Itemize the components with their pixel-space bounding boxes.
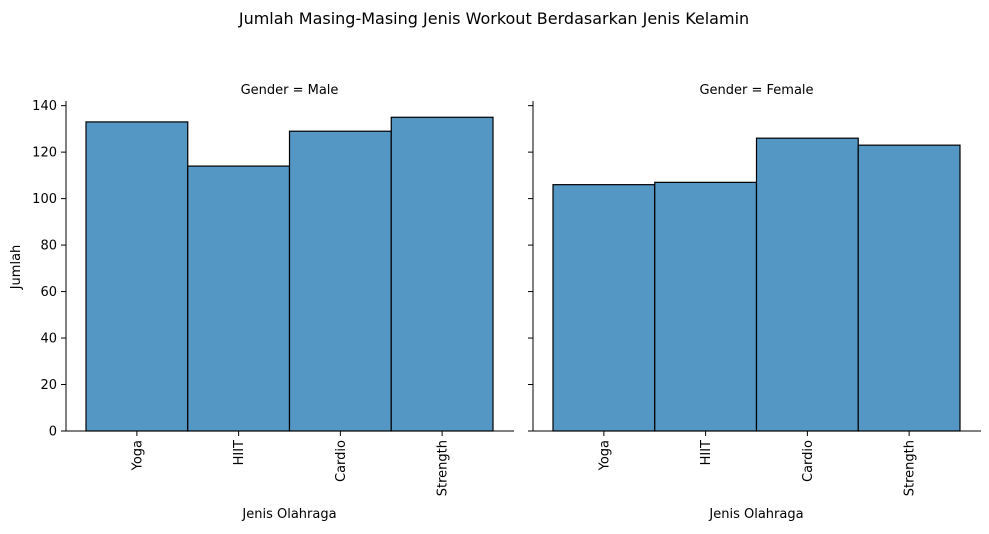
panel-title: Gender = Male xyxy=(241,83,339,98)
y-tick-label: 0 xyxy=(49,425,57,440)
bar-yoga xyxy=(552,184,656,432)
figure-title: Jumlah Masing-Masing Jenis Workout Berda… xyxy=(238,9,749,28)
bar-yoga xyxy=(85,121,189,432)
x-tick-label: Cardio xyxy=(334,440,349,482)
bar-hiit xyxy=(654,181,758,432)
x-axis-label: Jenis Olahraga xyxy=(241,507,336,522)
panel-male: Gender = Male Jumlah Jenis Olahraga 0 20 4… xyxy=(9,83,514,522)
bar-cardio xyxy=(755,137,859,432)
y-tick-label: 20 xyxy=(40,378,57,393)
x-tick-label: HIIT xyxy=(699,440,714,465)
panel-female: Gender = Female Jenis Olahraga Yoga HIIT C… xyxy=(528,83,981,522)
x-tick-label: Strength xyxy=(436,440,451,496)
y-tick-label: 100 xyxy=(32,192,57,207)
x-axis-label: Jenis Olahraga xyxy=(708,507,803,522)
bar-hiit xyxy=(187,165,291,432)
bar-strength xyxy=(857,144,961,432)
panel-title: Gender = Female xyxy=(699,83,813,98)
x-tick-label: Strength xyxy=(903,440,918,496)
y-tick-label: 140 xyxy=(32,99,57,114)
bar-cardio xyxy=(288,130,392,432)
bar-strength xyxy=(390,116,494,432)
x-tick-label: HIIT xyxy=(232,440,247,465)
y-tick-label: 40 xyxy=(40,332,57,347)
x-tick-label: Yoga xyxy=(597,440,612,471)
x-tick-label: Yoga xyxy=(130,440,145,471)
y-tick-label: 80 xyxy=(40,239,57,254)
y-axis-label: Jumlah xyxy=(9,245,24,291)
x-tick-label: Cardio xyxy=(801,440,816,482)
y-tick-label: 120 xyxy=(32,146,57,161)
y-tick-label: 60 xyxy=(40,285,57,300)
